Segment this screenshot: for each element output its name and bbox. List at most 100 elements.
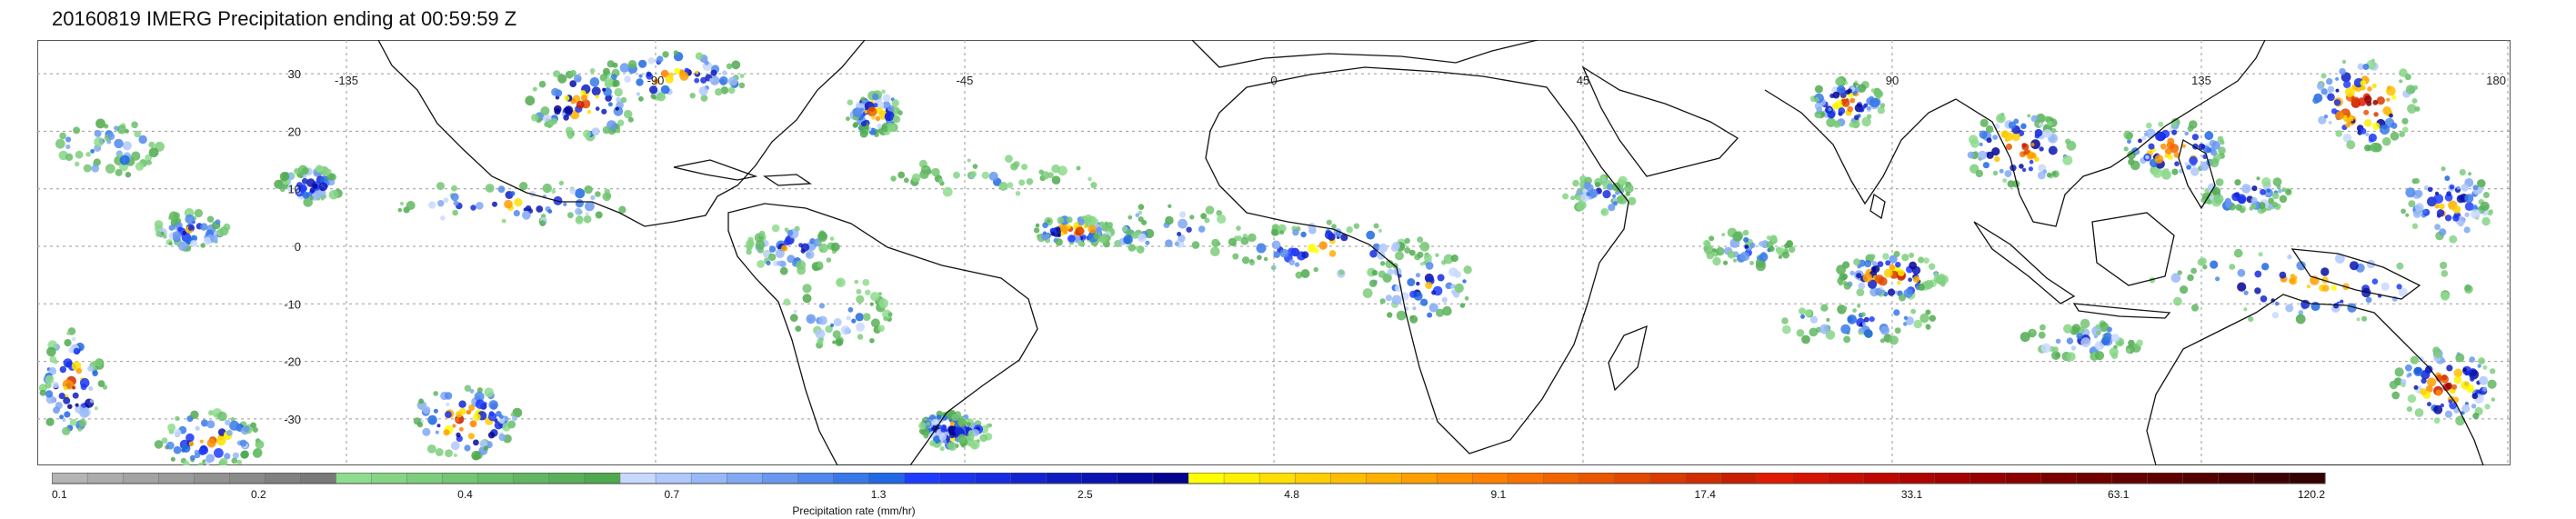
rain-cell [988,171,998,182]
colorbar-cell [868,473,906,484]
rain-cell [636,92,641,96]
rain-cell [939,446,945,452]
rain-cell [890,175,897,182]
rain-cell [2250,196,2258,204]
rain-cell [2433,194,2444,205]
rain-cell [585,212,589,216]
rain-cell [674,67,681,75]
colorbar-cell [548,473,586,484]
rain-cell [595,106,600,111]
rain-cell [443,429,450,436]
rain-cell [2370,142,2381,153]
rain-cell [1703,245,1714,255]
rain-cell [1586,192,1590,196]
rain-cell [605,95,612,102]
rain-cell [1419,262,1425,266]
rain-cell [2488,209,2493,215]
rain-cell [1843,282,1851,290]
rain-cell [2455,415,2466,426]
rain-cell [1882,253,1889,260]
rain-cell [1878,276,1888,286]
colorbar-cell [406,473,444,484]
rain-cell [2394,367,2404,377]
rain-cell [2260,295,2268,303]
rain-cell [1134,245,1139,251]
rain-cell [2463,226,2471,234]
rain-cell [2373,112,2379,117]
colorbar-cell [1010,473,1047,484]
rain-cell [2158,121,2164,127]
rain-cell [58,393,65,400]
rain-cell [554,105,562,114]
colorbar-cell [52,473,88,484]
rain-cell [966,422,971,427]
colorbar-border [52,473,2326,484]
rain-cell [583,215,592,224]
rain-cell [2234,179,2241,186]
rain-cell [66,331,71,335]
rain-cell [972,429,980,437]
rain-cell [947,442,957,451]
rain-cell [567,212,574,219]
rain-cell [1994,155,2000,163]
rain-cell [114,138,124,149]
colorbar-cell [1614,473,1651,484]
rain-cell [595,211,603,219]
rain-cell [94,129,102,137]
rain-cell [2065,138,2071,145]
rain-cell [576,100,585,109]
rain-cell [1450,255,1458,263]
rain-cell [1454,283,1464,294]
rain-cell [2453,407,2460,414]
rain-cell [1799,307,1806,315]
rain-cell [1863,329,1873,338]
rain-cell [546,117,549,122]
rain-cell [328,190,339,200]
rain-cell [75,161,80,167]
rain-cell [1368,279,1378,287]
rain-cell [1093,232,1101,240]
rain-cell [1057,233,1061,238]
rain-cell [624,109,633,119]
rain-cell [2411,223,2419,229]
rain-cell [485,184,495,193]
rain-cell [624,75,631,83]
rain-cell [569,187,576,195]
rain-cell [229,420,240,431]
rain-cell [2414,203,2424,213]
rain-cell [709,75,720,85]
rain-cell [510,191,516,196]
rain-cell [2320,73,2327,79]
rain-cell [2184,131,2189,136]
rain-cell [1862,273,1873,283]
rain-cell [2170,121,2178,128]
rain-cell [833,318,842,326]
rain-cell [817,262,823,268]
colorbar-cell [513,473,550,484]
rain-cell [72,392,79,399]
rain-cell [2030,153,2037,159]
rain-cell [1396,310,1407,321]
rain-cell [131,121,138,129]
rain-cell [2051,171,2057,176]
rain-cell [2471,404,2477,409]
rain-cell [1415,273,1421,278]
rain-cell [1295,271,1303,279]
rain-cell [178,241,188,252]
rain-cell [167,423,176,432]
rain-cell [589,68,596,74]
latitude-label: -30 [284,413,301,426]
rain-cell [1819,324,1829,334]
rain-cell [859,129,868,138]
rain-cell [1913,319,1922,329]
rain-cell [1271,265,1276,271]
rain-cell [602,192,611,202]
colorbar-tick-label: 4.8 [1284,488,1299,501]
rain-cell [467,433,475,440]
rain-cell [318,182,328,192]
rain-cell [1379,298,1386,304]
rain-cell [846,116,850,122]
rain-cell [236,459,242,465]
colorbar-cell [1543,473,1580,484]
rain-cell [2164,147,2172,155]
